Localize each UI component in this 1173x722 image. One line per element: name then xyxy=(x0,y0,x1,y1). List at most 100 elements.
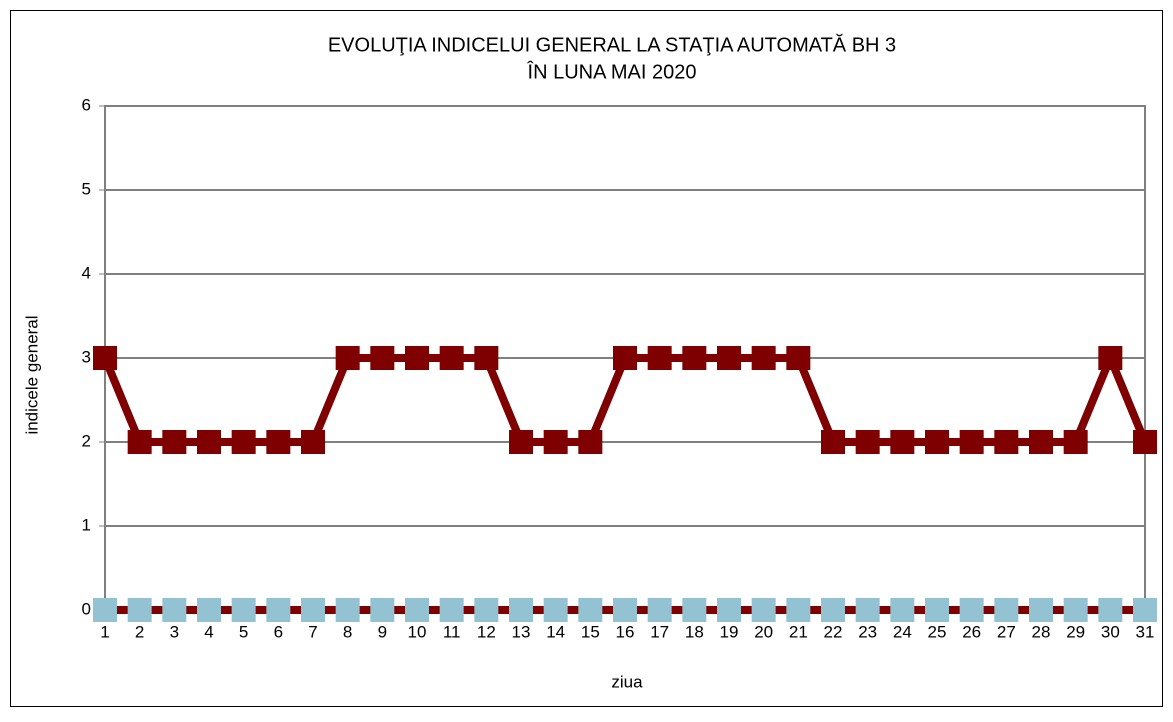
x-axis-title: ziua xyxy=(611,672,643,691)
x-tick-label: 12 xyxy=(477,622,496,641)
marker xyxy=(682,598,707,622)
chart-title: EVOLUŢIA INDICELUI GENERAL LA STAŢIA AUT… xyxy=(328,33,896,56)
marker xyxy=(855,430,880,454)
marker xyxy=(751,346,776,370)
y-tick-label: 5 xyxy=(82,179,91,198)
y-tick-label: 2 xyxy=(82,431,91,450)
x-tick-label: 11 xyxy=(443,622,461,641)
marker xyxy=(474,346,499,370)
marker xyxy=(266,430,291,454)
marker xyxy=(890,430,915,454)
x-tick-label: 24 xyxy=(893,622,912,641)
y-tick-label: 0 xyxy=(82,599,91,618)
marker xyxy=(301,430,325,454)
x-tick-label: 1 xyxy=(100,622,109,641)
marker xyxy=(925,430,949,454)
x-tick-label: 8 xyxy=(343,622,352,641)
x-tick-label: 14 xyxy=(546,622,565,641)
x-tick-label: 27 xyxy=(997,622,1016,641)
x-tick-label: 29 xyxy=(1066,622,1085,641)
x-tick-label: 4 xyxy=(204,622,213,641)
marker xyxy=(994,430,1019,454)
marker xyxy=(162,430,187,454)
marker xyxy=(821,598,845,622)
marker xyxy=(578,598,603,622)
marker xyxy=(786,346,811,370)
y-tick-label: 4 xyxy=(82,263,91,282)
marker xyxy=(647,346,672,370)
marker xyxy=(959,430,984,454)
marker xyxy=(1029,430,1053,454)
x-tick-label: 22 xyxy=(824,622,843,641)
marker xyxy=(474,598,499,622)
marker xyxy=(1098,346,1123,370)
x-tick-label: 2 xyxy=(135,622,144,641)
x-tick-label: 30 xyxy=(1101,622,1120,641)
y-tick-label: 6 xyxy=(82,95,91,114)
marker xyxy=(127,598,152,622)
marker xyxy=(786,598,811,622)
marker xyxy=(925,598,949,622)
x-tick-label: 28 xyxy=(1032,622,1051,641)
marker xyxy=(231,598,256,622)
marker xyxy=(543,598,568,622)
marker xyxy=(647,598,672,622)
x-tick-label: 17 xyxy=(650,622,669,641)
marker xyxy=(1063,430,1088,454)
marker xyxy=(821,430,845,454)
x-tick-label: 19 xyxy=(720,622,739,641)
marker xyxy=(1063,598,1088,622)
marker xyxy=(717,598,741,622)
marker xyxy=(751,598,776,622)
marker xyxy=(197,430,221,454)
marker xyxy=(1133,430,1157,454)
y-tick-label: 3 xyxy=(82,347,91,366)
y-axis-title: indicele general xyxy=(22,315,41,434)
chart-title: ÎN LUNA MAI 2020 xyxy=(527,60,697,83)
marker xyxy=(370,598,395,622)
x-tick-label: 31 xyxy=(1136,622,1155,641)
x-tick-label: 23 xyxy=(858,622,877,641)
marker xyxy=(335,598,360,622)
marker xyxy=(578,430,603,454)
x-tick-label: 26 xyxy=(962,622,981,641)
marker xyxy=(127,430,152,454)
marker xyxy=(335,346,360,370)
y-tick-label: 1 xyxy=(82,515,91,534)
marker xyxy=(959,598,984,622)
marker xyxy=(197,598,221,622)
marker xyxy=(509,598,533,622)
marker xyxy=(717,346,741,370)
x-tick-label: 20 xyxy=(754,622,773,641)
marker xyxy=(682,346,707,370)
marker xyxy=(543,430,568,454)
marker xyxy=(439,346,464,370)
marker xyxy=(370,346,395,370)
marker xyxy=(890,598,915,622)
marker xyxy=(439,598,464,622)
x-tick-label: 7 xyxy=(308,622,317,641)
x-tick-label: 16 xyxy=(616,622,635,641)
x-tick-label: 9 xyxy=(378,622,387,641)
x-tick-label: 13 xyxy=(512,622,531,641)
marker xyxy=(405,346,429,370)
marker xyxy=(162,598,187,622)
x-tick-label: 10 xyxy=(408,622,427,641)
marker xyxy=(509,430,533,454)
marker xyxy=(1029,598,1053,622)
marker xyxy=(93,346,117,370)
x-tick-label: 18 xyxy=(685,622,704,641)
x-tick-label: 6 xyxy=(274,622,283,641)
x-tick-label: 25 xyxy=(928,622,947,641)
marker xyxy=(405,598,429,622)
marker xyxy=(93,598,117,622)
marker xyxy=(1133,598,1157,622)
x-tick-label: 21 xyxy=(789,622,808,641)
marker xyxy=(301,598,325,622)
marker xyxy=(231,430,256,454)
marker xyxy=(613,598,637,622)
marker xyxy=(613,346,637,370)
x-tick-label: 5 xyxy=(239,622,248,641)
x-tick-label: 3 xyxy=(170,622,179,641)
